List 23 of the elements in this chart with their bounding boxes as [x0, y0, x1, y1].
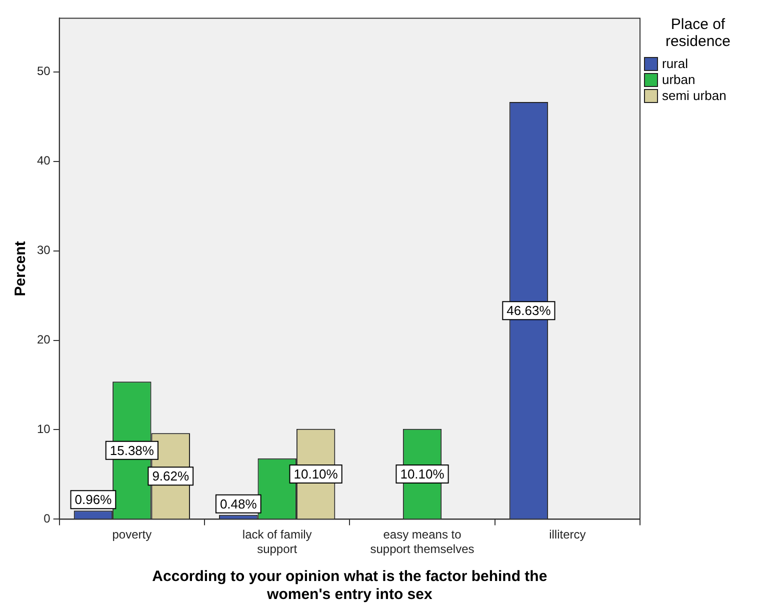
x-axis-title: According to your opinion what is the factor behind the women's entry into sex	[152, 568, 548, 604]
y-tick-label: 50	[36, 64, 51, 78]
data-label: 0.48%	[220, 496, 258, 512]
x-tick-label: poverty	[112, 528, 152, 542]
data-label: 9.62%	[152, 468, 190, 484]
x-tick-label: illitercy	[549, 528, 586, 542]
data-label: 0.96%	[74, 492, 112, 508]
y-tick-label: 10	[36, 422, 51, 436]
data-label: 15.38%	[110, 442, 154, 458]
y-tick-label: 20	[36, 332, 51, 347]
y-tick-label: 40	[36, 154, 51, 168]
legend-title: Place of residence	[664, 16, 732, 50]
x-tick-label: easy means to support themselves	[370, 528, 474, 556]
data-label: 46.63%	[506, 303, 552, 318]
data-label: 10.10%	[400, 466, 445, 482]
y-tick-label: 0	[44, 512, 51, 526]
legend-label: rural	[662, 56, 688, 71]
legend-label: semi urban	[662, 88, 726, 103]
data-label: 10.10%	[294, 466, 338, 482]
legend-label: urban	[662, 72, 696, 87]
y-axis-title: Percent	[12, 241, 30, 296]
x-tick-label: lack of family support	[242, 528, 312, 556]
y-tick-label: 30	[36, 243, 51, 258]
